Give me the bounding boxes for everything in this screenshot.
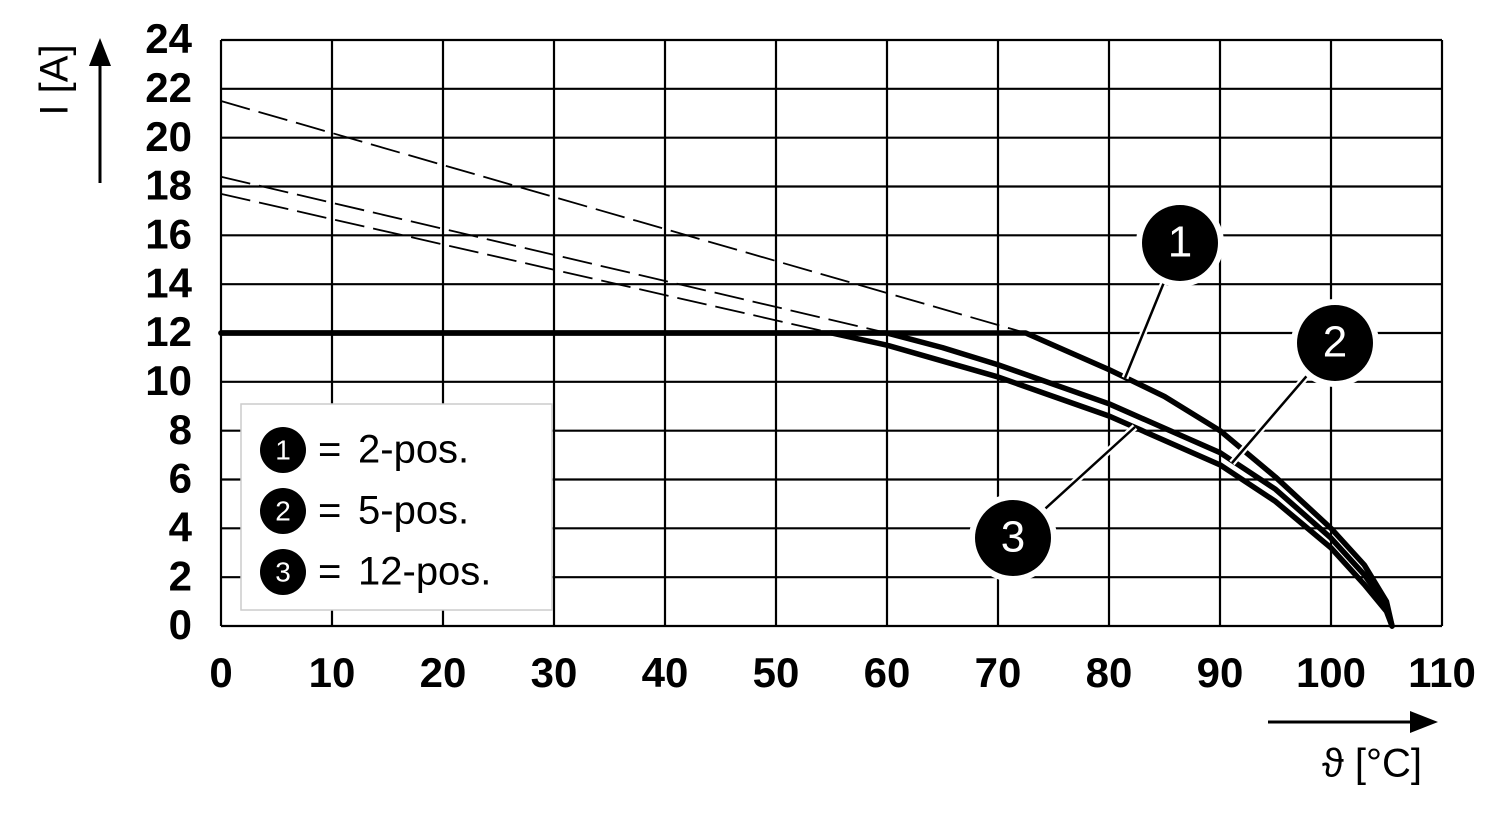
y-tick-label: 4 [169,503,193,550]
legend-badge [260,549,306,595]
x-tick-label: 20 [420,649,467,696]
derating-curve [218,330,1395,629]
y-tick-label: 0 [169,601,192,648]
y-tick-label: 2 [169,552,192,599]
legend-badge [260,427,306,473]
x-tick-label: 110 [1408,649,1476,696]
x-axis-arrowhead [1410,711,1438,733]
legend-equals: = [318,428,341,472]
legend-number: 2 [275,495,291,526]
callout-badge [1142,205,1218,281]
extrapolation-line [220,100,1026,334]
x-tick-label: 60 [864,649,911,696]
x-tick-label: 80 [1086,649,1133,696]
derating-curve [218,330,1395,629]
x-axis-label: ϑ [°C] [1322,742,1422,786]
y-axis-arrowhead [89,38,111,66]
y-tick-label: 18 [145,162,192,209]
callout-badge [1297,305,1373,381]
legend-badge [260,488,306,534]
callout-number: 2 [1323,318,1347,367]
x-tick-label: 100 [1296,649,1366,696]
legend-equals: = [318,489,341,533]
callout-number: 1 [1168,218,1192,267]
y-axis-label: I [A] [33,44,77,115]
derating-curve [828,330,1395,629]
x-tick-label: 0 [209,649,232,696]
y-tick-label: 24 [145,15,192,62]
legend-number: 3 [275,556,291,587]
y-tick-label: 14 [145,259,192,306]
x-tick-label: 50 [753,649,800,696]
legend-label: 2-pos. [358,428,469,472]
extrapolation-line [220,192,832,334]
legend-label: 12-pos. [358,550,491,594]
x-tick-label: 30 [531,649,578,696]
y-tick-label: 8 [169,406,192,453]
legend-number: 1 [275,434,291,465]
x-tick-label: 10 [309,649,356,696]
x-tick-label: 70 [975,649,1022,696]
y-tick-label: 20 [145,113,192,160]
y-tick-label: 16 [145,210,192,257]
y-tick-label: 6 [169,455,192,502]
x-tick-label: 40 [642,649,689,696]
extrapolation-line [220,175,888,334]
legend-equals: = [318,550,341,594]
callout-number: 3 [1001,513,1025,562]
y-tick-label: 22 [145,64,192,111]
legend-label: 5-pos. [358,489,469,533]
callout-badge [975,500,1051,576]
x-tick-label: 90 [1197,649,1244,696]
y-tick-label: 12 [145,308,192,355]
y-tick-label: 10 [145,357,192,404]
